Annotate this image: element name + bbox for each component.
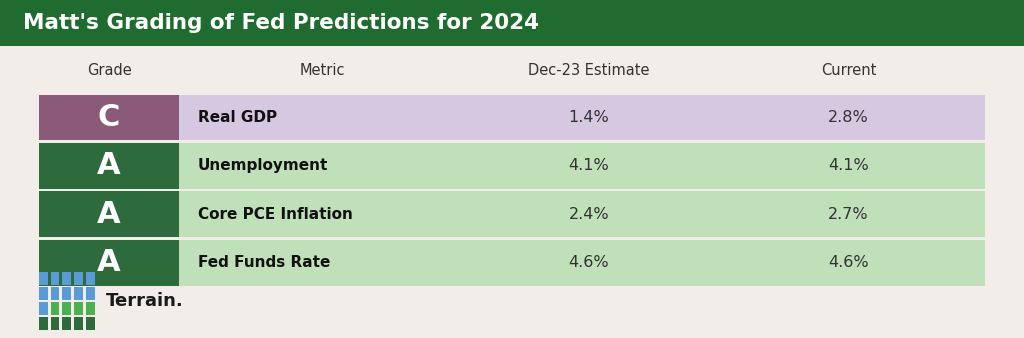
Bar (39, 191, 179, 237)
Bar (39, 272, 47, 285)
Bar (179, 191, 985, 237)
Bar (179, 95, 985, 140)
Bar (51, 317, 59, 330)
Bar (62, 272, 72, 285)
Bar (0, 0, 1024, 46)
Bar (75, 302, 83, 315)
Bar (86, 302, 94, 315)
Text: Core PCE Inflation: Core PCE Inflation (198, 207, 352, 222)
Bar (179, 240, 985, 286)
Text: 4.1%: 4.1% (568, 159, 609, 173)
Bar (39, 143, 179, 189)
Text: A: A (97, 200, 121, 229)
Text: 2.4%: 2.4% (568, 207, 609, 222)
Text: 4.6%: 4.6% (568, 255, 609, 270)
Text: Fed Funds Rate: Fed Funds Rate (198, 255, 330, 270)
Text: 2.7%: 2.7% (828, 207, 868, 222)
Bar (62, 302, 72, 315)
Bar (62, 287, 72, 300)
Bar (86, 317, 94, 330)
Text: Current: Current (820, 63, 877, 78)
Bar (39, 317, 47, 330)
Bar (39, 287, 47, 300)
Text: A: A (97, 248, 121, 277)
Text: Real GDP: Real GDP (198, 110, 276, 125)
Text: 2.8%: 2.8% (828, 110, 868, 125)
Text: Dec-23 Estimate: Dec-23 Estimate (528, 63, 649, 78)
Text: Unemployment: Unemployment (198, 159, 328, 173)
Bar (39, 95, 179, 140)
Bar (51, 272, 59, 285)
Bar (51, 302, 59, 315)
Text: Grade: Grade (87, 63, 131, 78)
Bar (75, 287, 83, 300)
Text: 4.1%: 4.1% (828, 159, 868, 173)
Bar (86, 272, 94, 285)
Text: A: A (97, 151, 121, 180)
Bar (75, 317, 83, 330)
Text: Metric: Metric (300, 63, 345, 78)
Bar (51, 287, 59, 300)
Text: C: C (98, 103, 120, 132)
Bar (75, 272, 83, 285)
Text: Matt's Grading of Fed Predictions for 2024: Matt's Grading of Fed Predictions for 20… (23, 13, 539, 33)
Text: Terrain.: Terrain. (106, 292, 183, 310)
Bar (179, 143, 985, 189)
Bar (39, 302, 47, 315)
Text: 4.6%: 4.6% (828, 255, 868, 270)
Text: 1.4%: 1.4% (568, 110, 609, 125)
Bar (39, 240, 179, 286)
Bar (62, 317, 72, 330)
Bar (86, 287, 94, 300)
